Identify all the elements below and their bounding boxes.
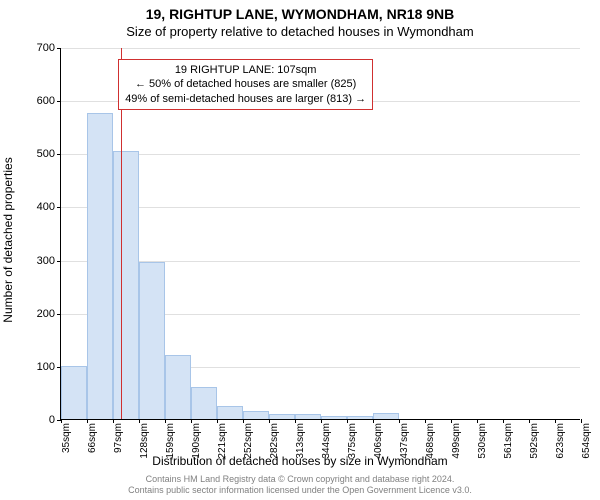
annotation-line3: 49% of semi-detached houses are larger (… [125, 92, 366, 106]
annotation-box: 19 RIGHTUP LANE: 107sqm← 50% of detached… [118, 59, 373, 110]
annotation-line1: 19 RIGHTUP LANE: 107sqm [125, 63, 366, 77]
ytick-mark [57, 314, 61, 315]
histogram-bar [165, 355, 191, 419]
histogram-bar [321, 416, 347, 419]
histogram-bar [347, 416, 373, 419]
histogram-bar [113, 151, 139, 419]
ytick-label: 100 [37, 361, 55, 373]
ytick-mark [57, 101, 61, 102]
chart-title-sub: Size of property relative to detached ho… [0, 24, 600, 39]
ytick-mark [57, 207, 61, 208]
ytick-label: 500 [37, 148, 55, 160]
histogram-bar [243, 411, 269, 419]
ytick-label: 200 [37, 308, 55, 320]
annotation-line2: ← 50% of detached houses are smaller (82… [125, 77, 366, 91]
ytick-mark [57, 261, 61, 262]
histogram-bar [61, 366, 87, 419]
chart-title-main: 19, RIGHTUP LANE, WYMONDHAM, NR18 9NB [0, 6, 600, 22]
xtick-label: 35sqm [61, 423, 72, 453]
histogram-bar [191, 387, 217, 419]
histogram-bar [373, 413, 399, 419]
histogram-bar [269, 414, 295, 419]
x-axis-label: Distribution of detached houses by size … [0, 454, 600, 468]
histogram-bar [87, 113, 113, 419]
histogram-bar [139, 262, 165, 419]
footnote: Contains HM Land Registry data © Crown c… [0, 474, 600, 496]
grid-line [61, 48, 580, 49]
ytick-label: 300 [37, 255, 55, 267]
footnote-line1: Contains HM Land Registry data © Crown c… [146, 474, 455, 484]
xtick-label: 66sqm [87, 423, 98, 453]
ytick-label: 400 [37, 201, 55, 213]
ytick-label: 600 [37, 95, 55, 107]
ytick-mark [57, 154, 61, 155]
y-axis-label: Number of detached properties [1, 157, 15, 322]
ytick-label: 700 [37, 42, 55, 54]
ytick-mark [57, 48, 61, 49]
chart-container: 19, RIGHTUP LANE, WYMONDHAM, NR18 9NB Si… [0, 0, 600, 500]
plot-area: 010020030040050060070035sqm66sqm97sqm128… [60, 48, 580, 420]
xtick-label: 97sqm [113, 423, 124, 453]
ytick-label: 0 [49, 414, 55, 426]
histogram-bar [217, 406, 243, 419]
footnote-line2: Contains public sector information licen… [128, 485, 472, 495]
histogram-bar [295, 414, 321, 419]
